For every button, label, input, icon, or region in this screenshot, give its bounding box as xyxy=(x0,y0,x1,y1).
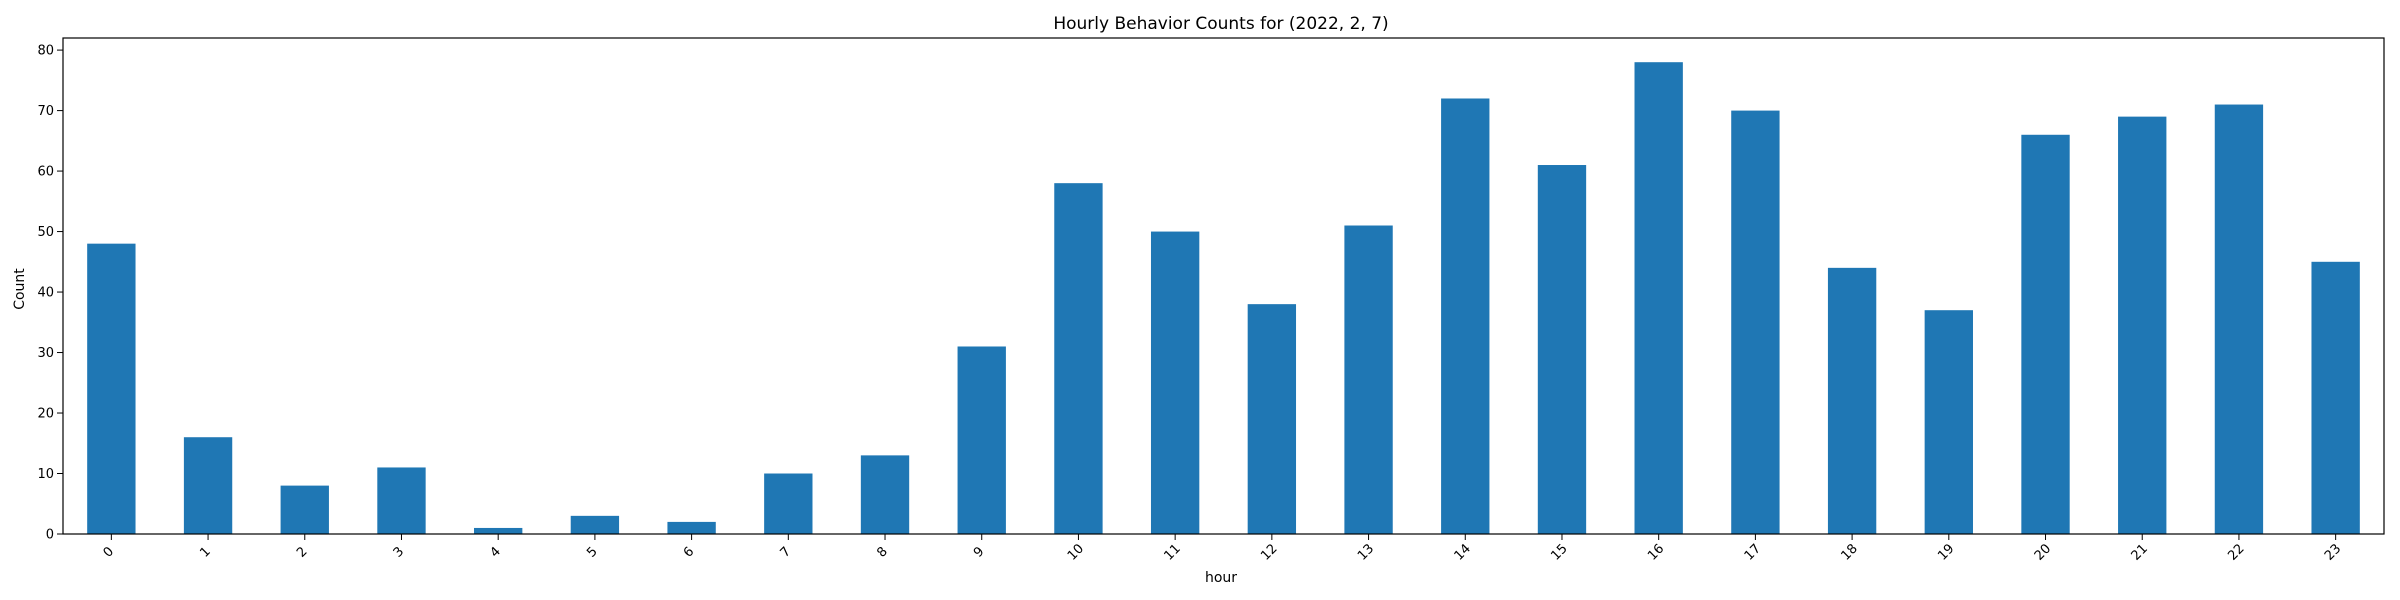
plot-frame xyxy=(62,37,2385,535)
y-tick-label-50: 50 xyxy=(37,225,54,240)
y-tick-label-70: 70 xyxy=(37,104,54,119)
bar-hour-5 xyxy=(570,515,620,534)
bar-hour-23 xyxy=(2311,261,2360,534)
bar-hour-9 xyxy=(957,346,1006,534)
bar-hour-12 xyxy=(1247,304,1297,534)
y-tick-label-80: 80 xyxy=(37,44,54,59)
x-axis-label: hour xyxy=(1205,570,1237,586)
bar-hour-8 xyxy=(860,455,910,534)
bar-hour-20 xyxy=(2021,134,2070,534)
y-tick-label-40: 40 xyxy=(37,286,54,301)
bar-hour-15 xyxy=(1537,165,1587,534)
bar-hour-19 xyxy=(1924,310,1973,534)
y-tick-label-20: 20 xyxy=(37,407,54,422)
bar-hour-1 xyxy=(183,437,233,534)
bar-hour-4 xyxy=(474,527,523,534)
bar-hour-22 xyxy=(2214,104,2264,534)
bar-hour-18 xyxy=(1827,267,1877,534)
bar-hour-21 xyxy=(2118,116,2167,534)
bar-hour-2 xyxy=(280,485,329,534)
bar-hour-3 xyxy=(377,467,426,534)
y-tick-label-30: 30 xyxy=(37,346,54,361)
bar-hour-13 xyxy=(1344,225,1393,534)
bars-group xyxy=(87,62,2360,535)
bar-hour-11 xyxy=(1150,231,1200,534)
bar-hour-0 xyxy=(87,243,136,534)
y-axis-ticks: 0 10 20 30 40 50 60 70 80 xyxy=(37,44,63,543)
bar-hour-6 xyxy=(667,521,716,534)
y-axis-label: Count xyxy=(12,268,28,310)
bar-hour-16 xyxy=(1634,62,1683,534)
y-tick-label-10: 10 xyxy=(37,467,54,482)
y-tick-label-60: 60 xyxy=(37,165,54,180)
bar-hour-14 xyxy=(1441,98,1490,535)
x-axis-ticks: 0 1 2 3 4 5 6 7 8 9 10 11 12 13 14 15 16 17 18 19 20 21 22 23 xyxy=(101,534,2344,564)
y-tick-label-0: 0 xyxy=(46,528,54,543)
bar-hour-7 xyxy=(764,473,813,534)
bar-hour-10 xyxy=(1054,183,1103,535)
bar-hour-17 xyxy=(1731,110,1780,534)
chart-title: Hourly Behavior Counts for (2022, 2, 7) xyxy=(1053,14,1388,34)
